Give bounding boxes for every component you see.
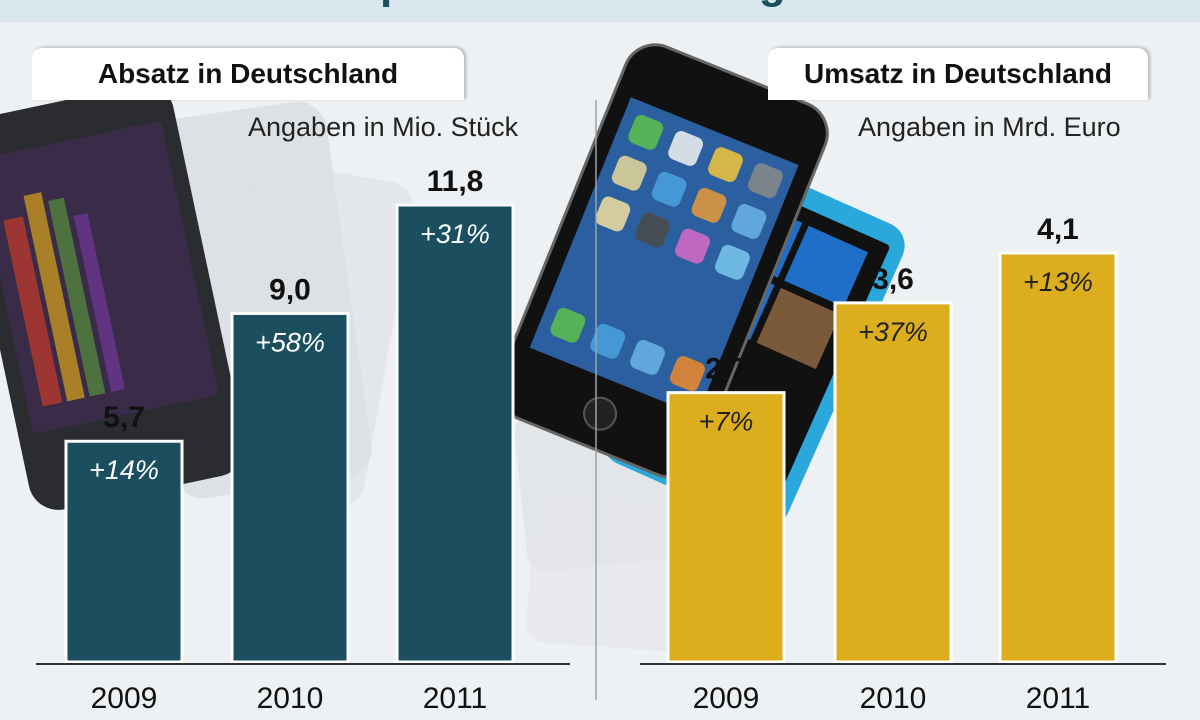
umsatz-panel-title: Umsatz in Deutschland [768, 48, 1148, 100]
x-tick-label-2010: 2010 [257, 682, 324, 715]
value-label-2011: 4,1 [1037, 213, 1079, 246]
value-label-2010: 9,0 [269, 273, 311, 306]
title-bar [0, 0, 1200, 22]
growth-label-2009: +14% [89, 455, 159, 485]
growth-label-2011: +13% [1023, 267, 1093, 297]
bar-2009 [666, 391, 786, 664]
x-tick-label-2011: 2011 [423, 682, 488, 715]
page-title: Smartphone-Absatz steigt rasant [255, 0, 945, 8]
growth-label-2010: +58% [255, 327, 325, 357]
android-phone-icon [0, 84, 245, 510]
bar-2011 [998, 251, 1118, 664]
absatz-unit-note: Angaben in Mio. Stück [248, 112, 519, 142]
x-tick-label-2011: 2011 [1026, 682, 1091, 715]
value-label-2011: 11,8 [427, 165, 484, 198]
value-label-2009: 5,7 [103, 401, 145, 434]
value-label-2009: 2,7 [705, 353, 747, 386]
x-tick-label-2010: 2010 [860, 682, 927, 715]
absatz-panel-title: Absatz in Deutschland [32, 48, 464, 100]
bar-2010 [833, 301, 953, 664]
bar-2010 [230, 311, 350, 664]
x-tick-label-2009: 2009 [693, 682, 760, 715]
value-label-2010: 3,6 [872, 263, 914, 296]
growth-label-2011: +31% [420, 219, 490, 249]
absatz-chart: 5,7 +14% 2009 9,0 +58% 2010 11,8 +31% 2011 [36, 165, 570, 715]
bar-2011 [395, 203, 515, 664]
bar-2009 [64, 439, 184, 664]
umsatz-unit-note: Angaben in Mrd. Euro [858, 112, 1121, 142]
x-tick-label-2009: 2009 [91, 682, 158, 715]
growth-label-2009: +7% [699, 407, 754, 437]
umsatz-chart: 2,7 +7% 2009 3,6 +37% 2010 4,1 +13% 2011 [640, 213, 1166, 715]
growth-label-2010: +37% [858, 317, 928, 347]
iphone-icon [495, 43, 829, 479]
